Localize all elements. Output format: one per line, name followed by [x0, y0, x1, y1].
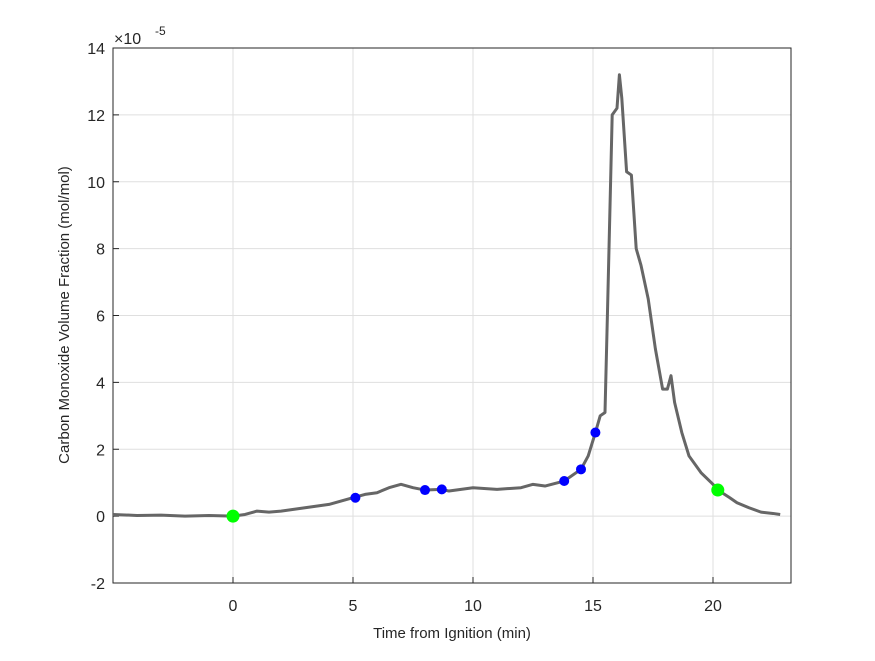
x-tick-label: 0 [229, 598, 238, 615]
axes-box [112, 47, 792, 584]
y-tick-label: 8 [96, 242, 105, 259]
x-tick-label: 15 [584, 598, 602, 615]
marker [559, 476, 570, 487]
marker [590, 427, 601, 438]
y-tick-label: 2 [96, 442, 105, 459]
x-tick-label: 20 [704, 598, 722, 615]
x-tick-label: 10 [464, 598, 482, 615]
marker [226, 509, 240, 523]
marker [420, 485, 430, 496]
y-axis-label: Carbon Monoxide Volume Fraction (mol/mol… [56, 166, 73, 464]
marker [350, 492, 361, 503]
y-tick-label: 12 [87, 108, 105, 125]
marker [576, 464, 586, 475]
y-tick-label: 0 [96, 509, 105, 526]
y-tick-label: 6 [96, 309, 105, 326]
y-multiplier-base: ×10 [114, 31, 141, 48]
x-axis-label: Time from Ignition (min) [373, 625, 531, 642]
y-tick-label: 10 [87, 175, 105, 192]
y-tick-label: -2 [91, 576, 105, 593]
marker [711, 483, 725, 497]
y-tick-label: 14 [87, 41, 105, 58]
y-multiplier-exponent: -5 [155, 24, 166, 38]
y-tick-label: 4 [96, 375, 105, 392]
marker [436, 484, 447, 495]
x-tick-label: 5 [349, 598, 358, 615]
